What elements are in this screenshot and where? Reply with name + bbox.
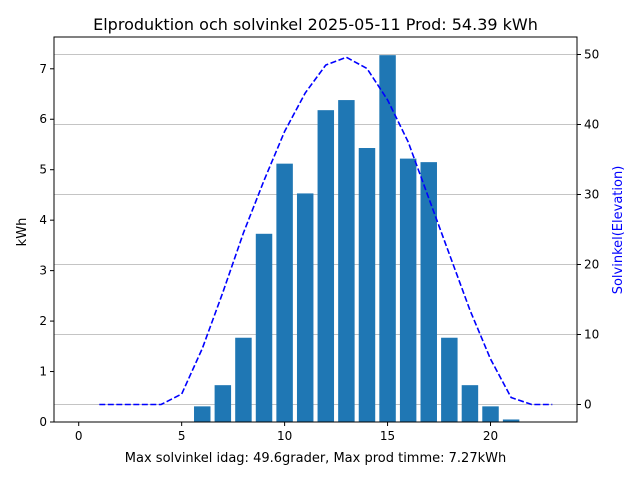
bar — [235, 337, 252, 422]
y-axis-right: 0 10 20 30 40 50 — [577, 48, 599, 412]
bar — [461, 385, 479, 422]
bar — [441, 337, 458, 422]
y-tick-label: 4 — [39, 213, 47, 227]
y2-tick-label: 10 — [584, 328, 599, 342]
bar — [296, 193, 314, 422]
bar — [502, 419, 520, 422]
grid-layer — [54, 54, 577, 405]
y2-axis-label: Solvinkel(Elevation) — [611, 166, 626, 295]
bars-layer — [194, 55, 520, 423]
bar — [317, 110, 335, 423]
y2-tick-label: 50 — [584, 48, 599, 62]
bar — [255, 233, 273, 422]
y-tick-label: 2 — [39, 314, 47, 328]
chart-title: Elproduktion och solvinkel 2025-05-11 Pr… — [93, 15, 538, 34]
bar — [482, 406, 499, 422]
x-tick-label: 10 — [277, 429, 292, 443]
bar — [214, 385, 232, 422]
x-tick-label: 0 — [75, 429, 83, 443]
bar — [358, 148, 376, 423]
x-tick-label: 5 — [178, 429, 186, 443]
y2-tick-label: 30 — [584, 188, 599, 202]
plot-frame — [53, 36, 578, 423]
y-tick-label: 1 — [39, 365, 47, 379]
y-tick-label: 7 — [39, 62, 47, 76]
bar — [276, 163, 293, 423]
y-tick-label: 6 — [39, 112, 47, 126]
y2-tick-label: 40 — [584, 118, 599, 132]
bar — [338, 100, 355, 422]
line-layer — [99, 56, 553, 406]
y-tick-label: 0 — [39, 415, 47, 429]
x-axis: 0 5 10 15 20 — [75, 422, 498, 443]
bar — [379, 55, 396, 423]
y2-tick-label: 20 — [584, 258, 599, 272]
y2-tick-label: 0 — [584, 398, 592, 412]
x-tick-label: 15 — [380, 429, 395, 443]
bar — [399, 158, 417, 422]
y-axis-left: 0 1 2 3 4 5 6 7 — [39, 62, 54, 429]
y-tick-label: 5 — [39, 163, 47, 177]
bar — [194, 406, 211, 422]
elevation-line — [99, 56, 553, 406]
y-tick-label: 3 — [39, 264, 47, 278]
bar — [420, 162, 437, 422]
y-axis-label: kWh — [15, 218, 30, 247]
x-tick-label: 20 — [483, 429, 498, 443]
x-axis-label: Max solvinkel idag: 49.6grader, Max prod… — [125, 451, 506, 466]
